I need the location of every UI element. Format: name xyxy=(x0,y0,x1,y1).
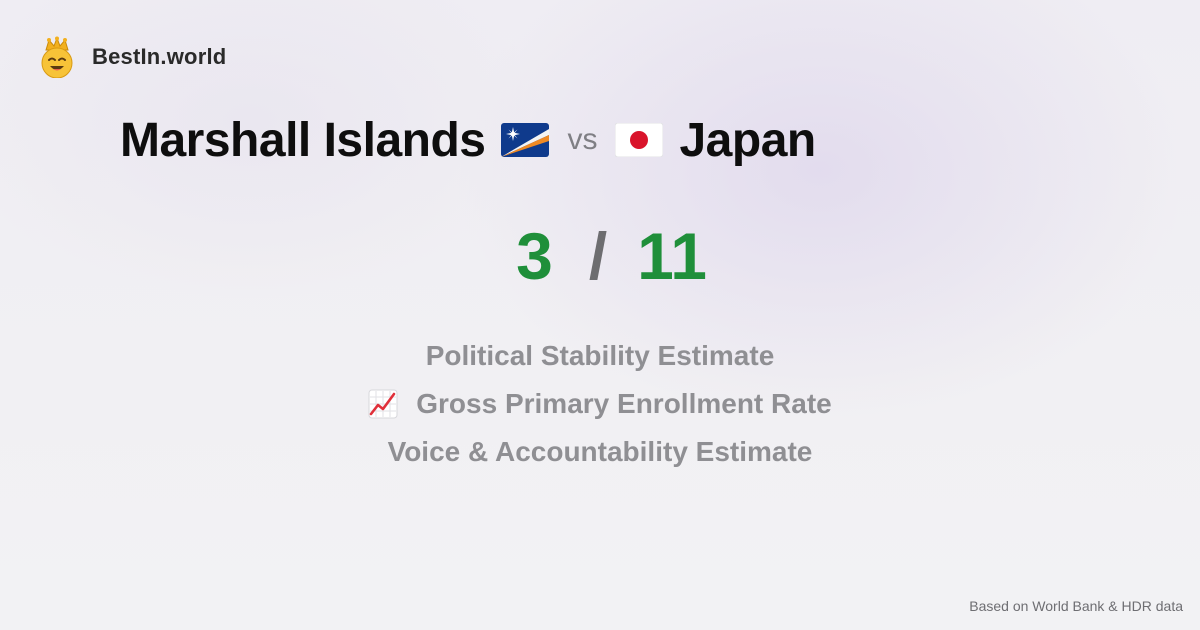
marshall-islands-flag-icon xyxy=(501,123,550,157)
country-b-name: Japan xyxy=(679,113,816,167)
vs-label: vs xyxy=(567,123,598,156)
metric-item: Gross Primary Enrollment Rate xyxy=(368,386,832,422)
score-separator: / xyxy=(588,219,608,293)
chart-increasing-icon xyxy=(368,389,398,419)
japan-flag-icon xyxy=(615,123,664,157)
page-title: Marshall Islands vs Japan xyxy=(120,108,816,172)
score-right: 11 xyxy=(637,219,707,293)
score: 3 / 11 xyxy=(0,218,1200,294)
metrics-list: Political Stability Estimate Gross Prima… xyxy=(0,338,1200,470)
score-left: 3 xyxy=(516,219,553,293)
metric-label: Political Stability Estimate xyxy=(425,340,775,371)
brand-name: BestIn.world xyxy=(92,44,227,69)
brand[interactable]: BestIn.world xyxy=(38,36,226,78)
metric-label: Gross Primary Enrollment Rate xyxy=(416,388,832,419)
country-a-name: Marshall Islands xyxy=(120,113,486,167)
metric-label: Voice & Accountability Estimate xyxy=(387,436,813,467)
data-source-note: Based on World Bank & HDR data xyxy=(969,598,1183,614)
crown-smiley-icon xyxy=(38,36,76,78)
metric-item: Voice & Accountability Estimate xyxy=(388,434,813,470)
metric-item: Political Stability Estimate xyxy=(426,338,775,374)
